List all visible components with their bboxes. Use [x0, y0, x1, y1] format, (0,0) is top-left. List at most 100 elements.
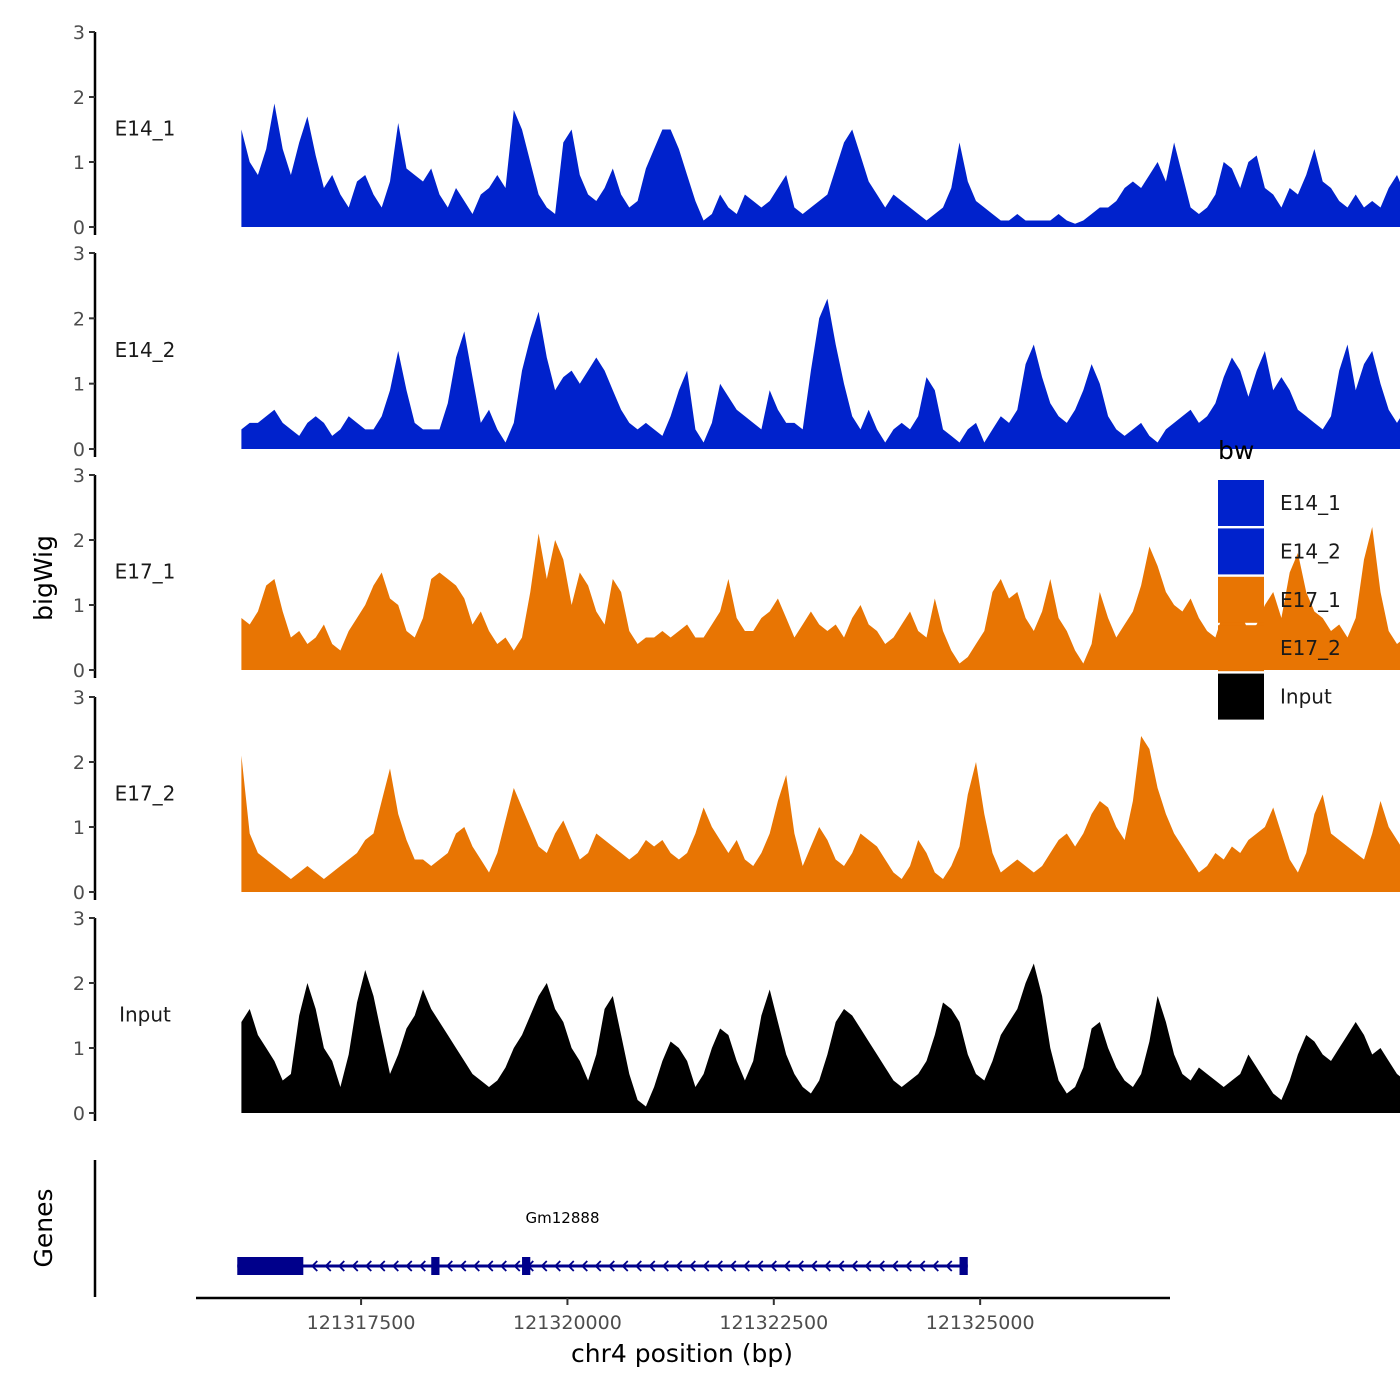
y-tick-label: 0: [73, 217, 85, 239]
x-tick-label: 121320000: [513, 1312, 622, 1334]
track-E14_1: 0 1 2 3 E14_1: [73, 22, 1400, 239]
strand-arrow: [783, 1260, 791, 1272]
strand-arrow: [931, 1260, 939, 1272]
x-tick-label: 121322500: [719, 1312, 828, 1334]
track-E17_1: 0 1 2 3 E17_1: [73, 465, 1400, 682]
y-tick-label: 3: [73, 243, 85, 265]
gene-exon: [237, 1257, 304, 1275]
strand-arrow: [702, 1260, 710, 1272]
x-axis: 121317500 121320000 121322500 121325000: [196, 1296, 1170, 1334]
track-label: E14_1: [115, 116, 176, 140]
strand-arrow: [540, 1260, 548, 1272]
track-Input: 0 1 2 3 Input: [73, 908, 1400, 1125]
strand-arrow: [675, 1260, 683, 1272]
strand-arrow: [580, 1260, 588, 1272]
track-label: Input: [119, 1002, 171, 1026]
y-tick-label: 0: [73, 1103, 85, 1125]
y-tick-label: 3: [73, 687, 85, 709]
gene-exon: [959, 1257, 968, 1275]
legend-label: E17_2: [1280, 636, 1341, 660]
strand-arrow: [324, 1260, 332, 1272]
genes-track: Genes Gm12888: [29, 1160, 968, 1297]
strand-arrow: [810, 1260, 818, 1272]
gene-exon: [431, 1257, 440, 1275]
y-tick-label: 3: [73, 908, 85, 930]
strand-arrow: [918, 1260, 926, 1272]
y-tick-label: 1: [73, 152, 85, 174]
y-tick-label: 3: [73, 465, 85, 487]
strand-arrow: [486, 1260, 494, 1272]
legend-swatch: [1218, 528, 1264, 575]
strand-arrow: [405, 1260, 413, 1272]
strand-arrow: [310, 1260, 318, 1272]
x-axis-title: chr4 position (bp): [571, 1339, 793, 1368]
legend-label: E14_1: [1280, 491, 1341, 515]
legend-swatch: [1218, 480, 1264, 526]
y-tick-label: 1: [73, 1038, 85, 1060]
area-E14_1: [241, 103, 1400, 227]
legend-swatch: [1218, 576, 1264, 623]
y-tick-label: 1: [73, 374, 85, 396]
legend-title: bw: [1218, 436, 1254, 465]
strand-arrow: [499, 1260, 507, 1272]
area-E17_2: [241, 736, 1400, 892]
legend-swatch: [1218, 673, 1264, 720]
strand-arrow: [567, 1260, 575, 1272]
legend-label: E14_2: [1280, 539, 1341, 563]
strand-arrow: [688, 1260, 696, 1272]
y-axis-title: bigWig: [29, 535, 58, 621]
track-E17_2: 0 1 2 3 E17_2: [73, 687, 1400, 904]
area-E14_2: [241, 298, 1400, 449]
strand-arrow: [648, 1260, 656, 1272]
strand-arrow: [904, 1260, 912, 1272]
y-tick-label: 0: [73, 439, 85, 461]
track-label: E17_2: [115, 781, 176, 805]
legend-swatch: [1218, 625, 1264, 672]
strand-arrow: [850, 1260, 858, 1272]
gene-name: Gm12888: [526, 1209, 600, 1227]
y-tick-label: 2: [73, 87, 85, 109]
y-tick-label: 1: [73, 817, 85, 839]
strand-arrow: [351, 1260, 359, 1272]
y-tick-label: 1: [73, 595, 85, 617]
strand-arrow: [594, 1260, 602, 1272]
strand-arrow: [823, 1260, 831, 1272]
strand-arrow: [459, 1260, 467, 1272]
strand-arrow: [729, 1260, 737, 1272]
strand-arrow: [864, 1260, 872, 1272]
y-tick-label: 2: [73, 530, 85, 552]
area-E17_1: [241, 527, 1400, 670]
strand-arrow: [756, 1260, 764, 1272]
strand-arrow: [418, 1260, 426, 1272]
strand-arrow: [513, 1260, 521, 1272]
genes-track-label: Genes: [29, 1188, 58, 1267]
track-E14_2: 0 1 2 3 E14_2: [73, 243, 1400, 461]
strand-arrow: [337, 1260, 345, 1272]
y-tick-label: 0: [73, 882, 85, 904]
strand-arrow: [661, 1260, 669, 1272]
strand-arrow: [553, 1260, 561, 1272]
strand-arrow: [472, 1260, 480, 1272]
gene-exon: [522, 1257, 531, 1275]
strand-arrow: [891, 1260, 899, 1272]
y-tick-label: 2: [73, 973, 85, 995]
strand-arrow: [445, 1260, 453, 1272]
y-tick-label: 2: [73, 308, 85, 330]
strand-arrow: [607, 1260, 615, 1272]
y-tick-label: 0: [73, 660, 85, 682]
strand-arrow: [634, 1260, 642, 1272]
strand-arrow: [945, 1260, 953, 1272]
strand-arrow: [837, 1260, 845, 1272]
legend-label: Input: [1280, 685, 1332, 709]
track-label: E14_2: [115, 338, 176, 362]
strand-arrow: [364, 1260, 372, 1272]
bigwig-tracks: 0 1 2 3 E14_1 0 1 2 3 E14_2 0 1 2 3 E17_1 0 1 2 3 E17_2 0 1 2 3…: [73, 22, 1400, 1125]
x-tick-label: 121325000: [926, 1312, 1035, 1334]
track-label: E17_1: [115, 559, 176, 583]
strand-arrow: [742, 1260, 750, 1272]
strand-arrow: [621, 1260, 629, 1272]
strand-arrow: [877, 1260, 885, 1272]
strand-arrow: [769, 1260, 777, 1272]
strand-arrow: [391, 1260, 399, 1272]
